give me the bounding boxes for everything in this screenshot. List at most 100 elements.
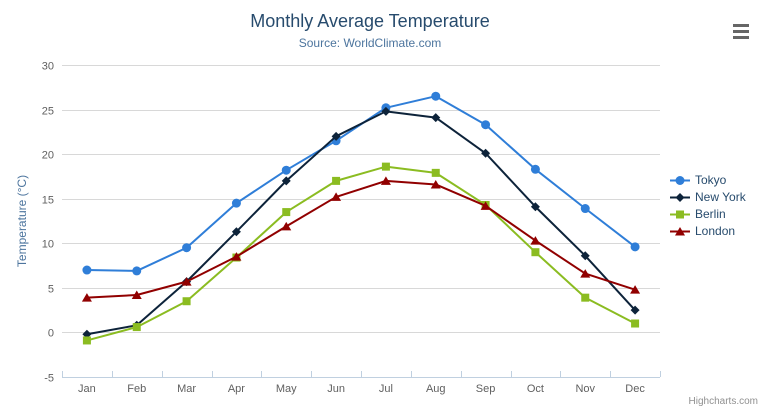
hamburger-icon — [733, 36, 749, 39]
data-point[interactable] — [132, 323, 141, 332]
legend-item-label: London — [695, 224, 736, 238]
data-point[interactable] — [381, 106, 391, 116]
square-legend-icon — [670, 210, 690, 219]
x-axis-tick-label: Nov — [575, 383, 595, 395]
series-london — [81, 176, 641, 302]
export-menu-button[interactable] — [733, 24, 749, 39]
circle-legend-icon — [670, 176, 690, 185]
triangle-marker-icon — [675, 227, 685, 236]
diamond-marker-icon — [675, 193, 685, 202]
data-point[interactable] — [182, 297, 191, 306]
series-line — [86, 110, 636, 336]
series-line — [86, 95, 636, 272]
x-axis-tick-label: Jan — [78, 383, 96, 395]
data-point[interactable] — [580, 251, 590, 261]
x-axis-tick-label: Dec — [625, 383, 645, 395]
legend-item-label: Berlin — [695, 207, 726, 221]
chart-subtitle: Source: WorldClimate.com — [298, 36, 442, 50]
legend-item-new-york[interactable]: New York — [670, 191, 746, 204]
data-point[interactable] — [381, 162, 390, 171]
circle-marker-icon — [675, 176, 685, 185]
data-point[interactable] — [281, 221, 292, 231]
data-point[interactable] — [630, 285, 641, 294]
y-axis-tick-label: 15 — [42, 195, 54, 207]
y-axis-tick-label: 30 — [42, 61, 54, 73]
data-point[interactable] — [231, 252, 242, 261]
data-point[interactable] — [530, 236, 541, 245]
series-line — [86, 165, 636, 342]
data-point[interactable] — [281, 165, 291, 175]
triangle-legend-icon — [670, 227, 690, 236]
chart-title: Monthly Average Temperature — [250, 11, 490, 31]
data-point[interactable] — [431, 113, 441, 123]
x-axis-tick-label: Jul — [379, 383, 393, 395]
data-point[interactable] — [132, 266, 142, 276]
series-new-york — [82, 106, 640, 339]
data-point[interactable] — [631, 319, 640, 328]
data-point[interactable] — [580, 204, 590, 214]
y-axis-tick-label: 10 — [42, 239, 54, 251]
data-point[interactable] — [531, 248, 540, 257]
x-axis-tick-label: Aug — [426, 383, 446, 395]
x-axis-tick-label: Jun — [327, 383, 345, 395]
x-axis-tick-label: Mar — [177, 383, 196, 395]
data-point[interactable] — [231, 198, 241, 208]
x-axis-tick-label: Apr — [228, 383, 245, 395]
data-point[interactable] — [431, 168, 440, 177]
hamburger-icon — [733, 24, 749, 27]
x-axis-labels: Jan Feb Mar Apr May Jun Jul Aug Sep Oct Nov Dec — [78, 383, 645, 395]
gridlines — [62, 65, 660, 378]
data-point[interactable] — [332, 176, 341, 185]
y-axis-tick-label: 25 — [42, 106, 54, 118]
data-point[interactable] — [82, 336, 91, 345]
y-axis-tick-label: 5 — [48, 284, 54, 296]
series-tokyo — [82, 91, 640, 276]
data-point[interactable] — [481, 148, 491, 158]
x-axis-tick-label: Oct — [527, 383, 544, 395]
data-point[interactable] — [82, 265, 92, 275]
data-point[interactable] — [630, 242, 640, 252]
y-axis-labels: -5 0 5 10 15 20 25 30 — [42, 61, 54, 385]
data-point[interactable] — [231, 227, 241, 237]
series-layer — [81, 91, 641, 345]
square-marker-icon — [676, 210, 684, 219]
legend-item-berlin[interactable]: Berlin — [670, 208, 746, 221]
x-axis-tick-label: Feb — [127, 383, 146, 395]
series-line — [86, 179, 636, 299]
y-axis-tick-label: 0 — [48, 328, 54, 340]
legend: Tokyo New York Berlin London — [670, 174, 746, 238]
data-point[interactable] — [480, 201, 491, 210]
legend-item-label: New York — [695, 190, 746, 204]
data-point[interactable] — [131, 290, 142, 299]
legend-item-london[interactable]: London — [670, 225, 746, 238]
data-point[interactable] — [281, 176, 291, 186]
x-axis-tick-label: May — [276, 383, 297, 395]
data-point[interactable] — [481, 120, 491, 130]
data-point[interactable] — [282, 208, 291, 217]
data-point[interactable] — [181, 277, 192, 286]
x-axis — [62, 371, 661, 378]
y-axis-tick-label: -5 — [44, 373, 54, 385]
data-point[interactable] — [331, 192, 342, 201]
data-point[interactable] — [331, 131, 341, 141]
data-point[interactable] — [530, 164, 540, 174]
legend-item-label: Tokyo — [695, 173, 727, 187]
data-point[interactable] — [380, 176, 391, 185]
data-point[interactable] — [580, 269, 591, 278]
data-point[interactable] — [81, 293, 92, 302]
hamburger-icon — [733, 30, 749, 33]
data-point[interactable] — [182, 243, 192, 253]
diamond-legend-icon — [670, 193, 690, 202]
credits-link[interactable]: Highcharts.com — [688, 396, 758, 407]
data-point[interactable] — [530, 202, 540, 212]
data-point[interactable] — [630, 305, 640, 315]
legend-item-tokyo[interactable]: Tokyo — [670, 174, 746, 187]
data-point[interactable] — [431, 91, 441, 101]
data-point[interactable] — [430, 179, 441, 189]
x-axis-tick-label: Sep — [476, 383, 496, 395]
y-axis-tick-label: 20 — [42, 150, 54, 162]
y-axis-title: Temperature (°C) — [15, 175, 29, 267]
data-point[interactable] — [581, 293, 590, 302]
